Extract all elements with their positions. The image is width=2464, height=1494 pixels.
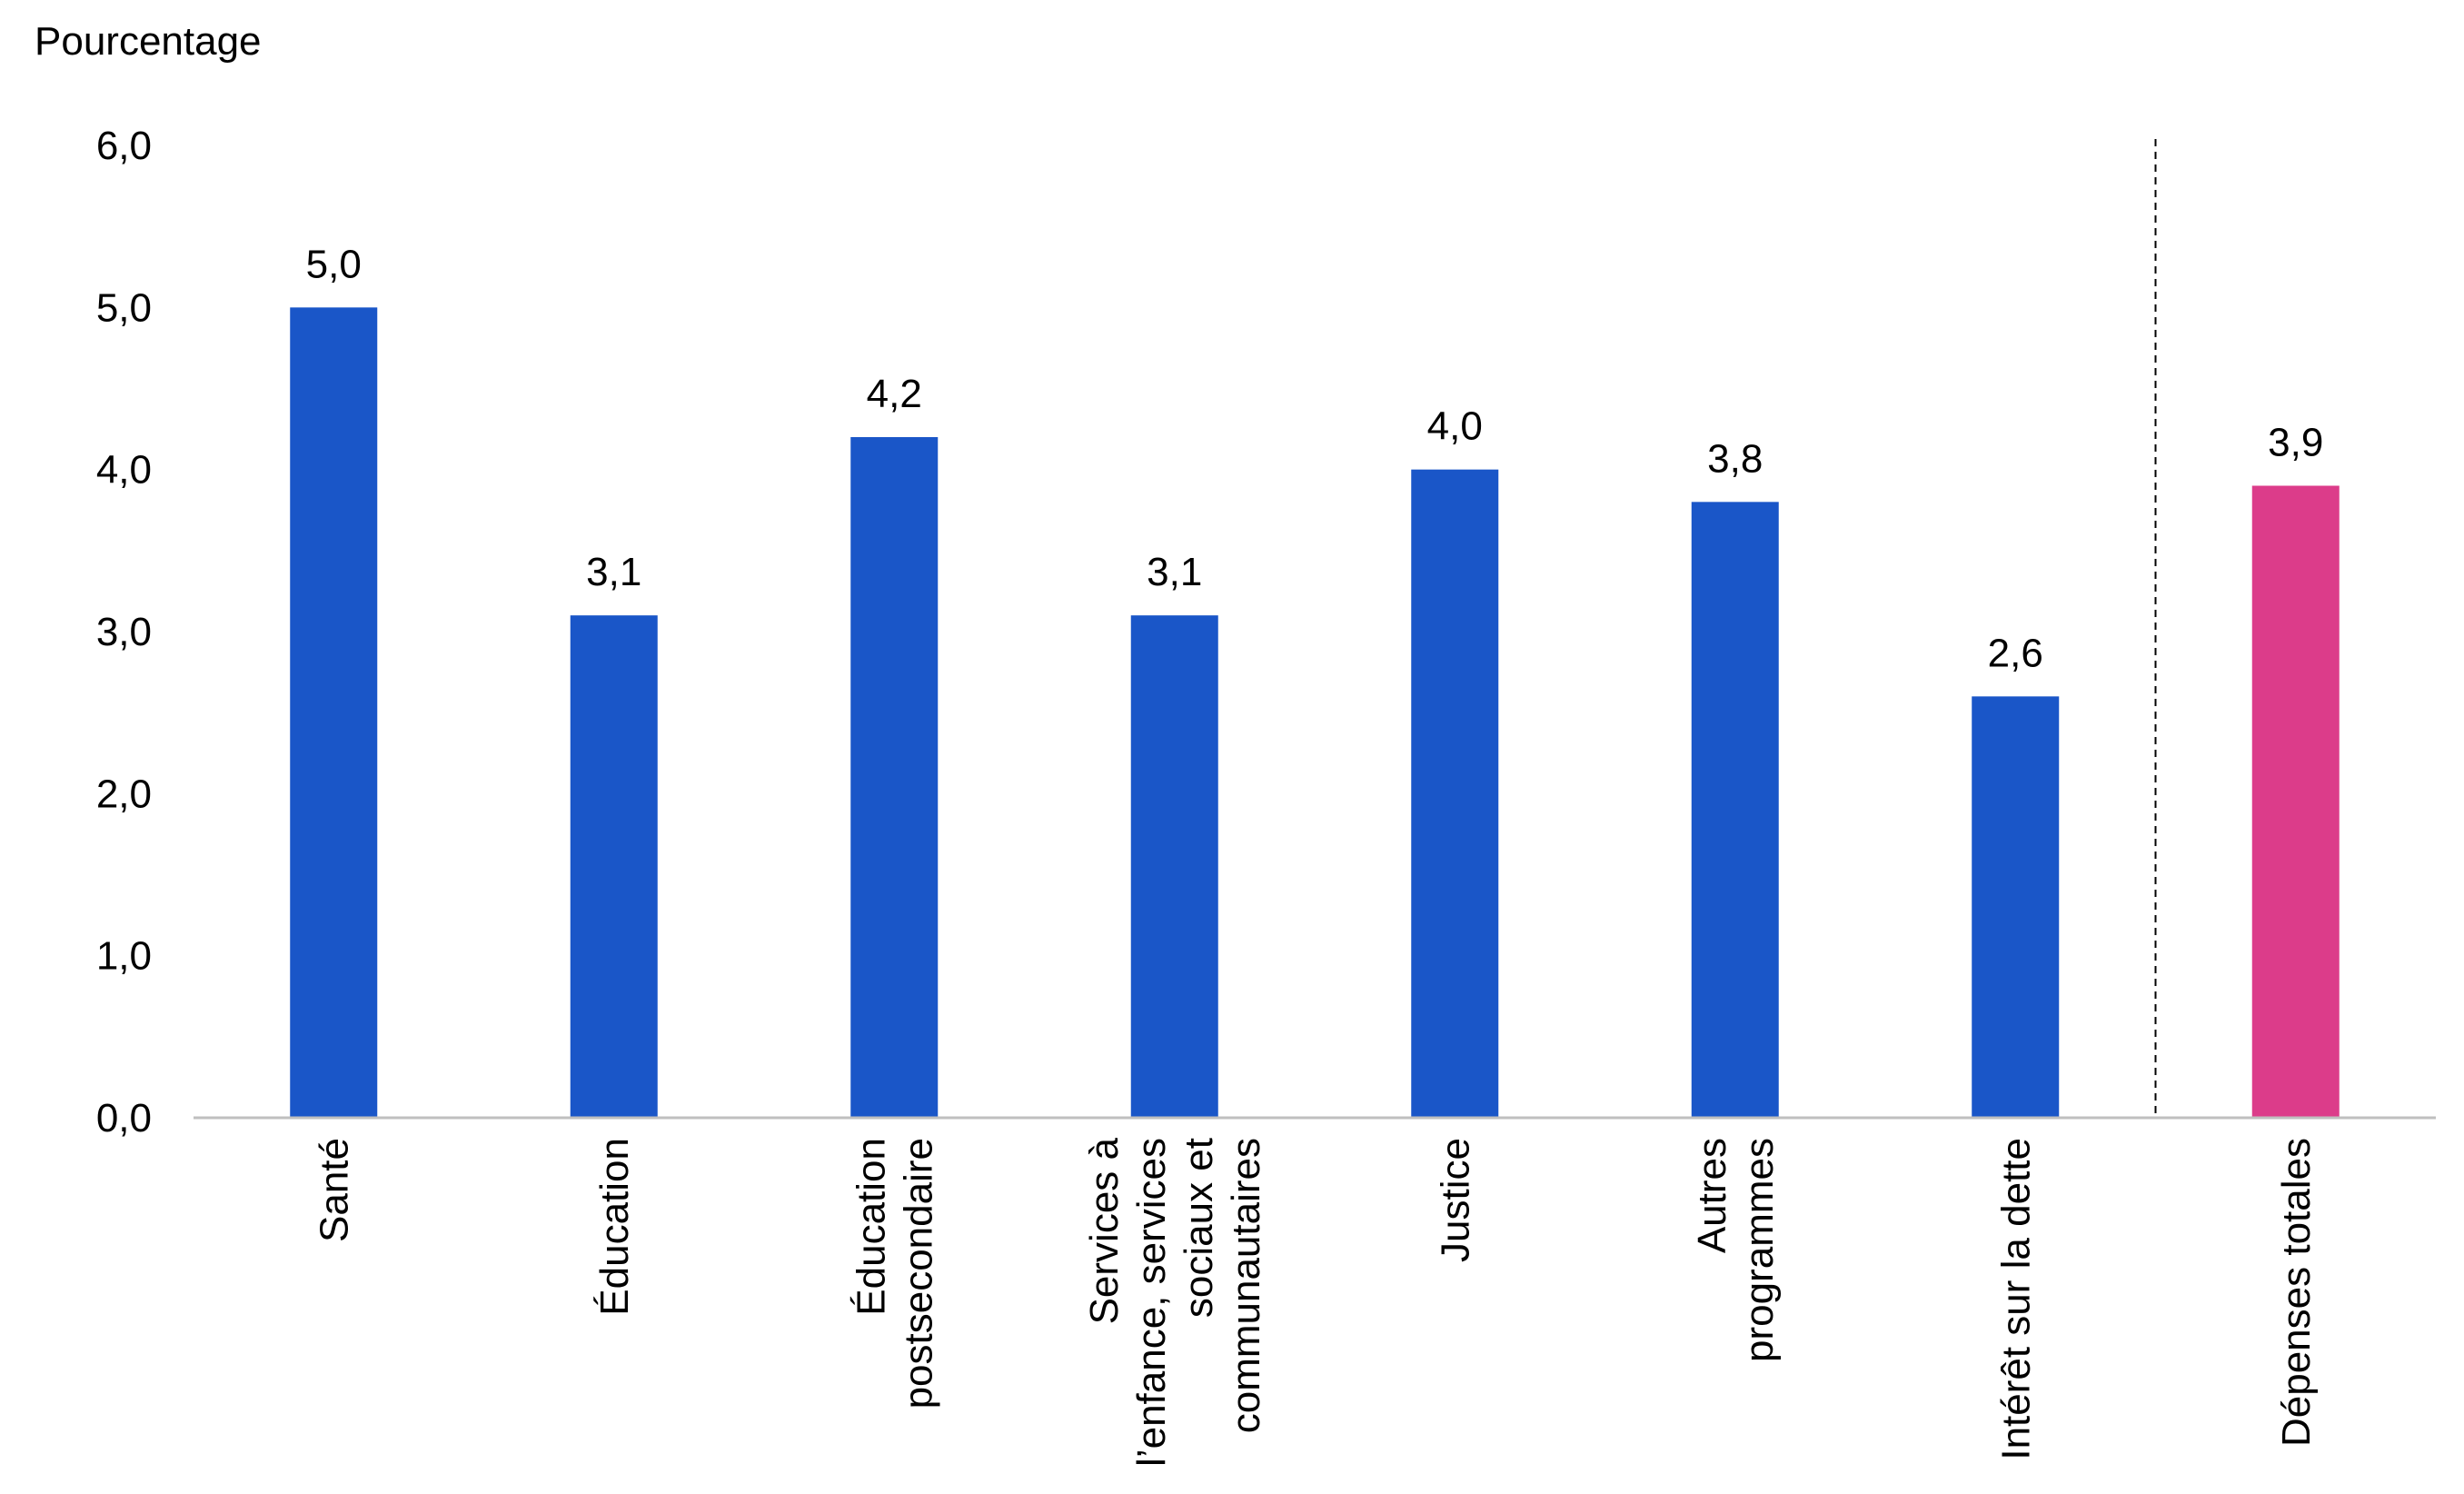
y-tick-label: 3,0 bbox=[96, 610, 152, 654]
bar bbox=[2251, 485, 2340, 1118]
bar bbox=[1691, 502, 1779, 1118]
x-category-label: Santé bbox=[312, 1138, 356, 1242]
x-category-label: Autres bbox=[1690, 1138, 1734, 1253]
x-category-label: sociaux et bbox=[1177, 1138, 1221, 1318]
bar-value-label: 3,1 bbox=[586, 550, 641, 594]
y-tick-label: 1,0 bbox=[96, 934, 152, 979]
x-category-label: postsecondaire bbox=[896, 1138, 940, 1409]
bar bbox=[1972, 696, 2060, 1118]
bar bbox=[1130, 615, 1218, 1118]
x-category-label: Dépenses totales bbox=[2274, 1138, 2319, 1447]
x-category-label: programmes bbox=[1737, 1138, 1782, 1362]
bar-value-label: 4,0 bbox=[1427, 404, 1483, 449]
x-category-label: Éducation bbox=[849, 1138, 893, 1316]
bar bbox=[850, 437, 939, 1118]
y-tick-label: 0,0 bbox=[96, 1096, 152, 1140]
x-category-label: communautaires bbox=[1224, 1138, 1268, 1433]
bar bbox=[1411, 469, 1499, 1118]
bar-value-label: 3,1 bbox=[1147, 550, 1202, 594]
bar-value-label: 3,8 bbox=[1707, 436, 1763, 481]
y-axis-title: Pourcentage bbox=[35, 19, 262, 64]
x-category-label: Intérêt sur la dette bbox=[1993, 1138, 2038, 1460]
data-labels-group: 5,0 3,1 4,2 3,1 4,0 3,8 2,6 3,9 bbox=[306, 242, 2324, 675]
x-category-label: Éducation bbox=[592, 1138, 637, 1316]
x-category-label: Services à bbox=[1082, 1137, 1127, 1324]
bar-value-label: 2,6 bbox=[1988, 631, 2043, 675]
bar bbox=[570, 615, 658, 1118]
bars-group bbox=[290, 307, 2340, 1118]
x-category-label: l’enfance, services bbox=[1129, 1138, 1174, 1467]
bar-value-label: 5,0 bbox=[306, 242, 362, 286]
bar bbox=[290, 307, 378, 1118]
category-labels-group: Santé Éducation Éducation postsecondaire Ser… bbox=[312, 1137, 2319, 1466]
y-tick-label: 4,0 bbox=[96, 448, 152, 493]
bar-value-label: 4,2 bbox=[867, 372, 922, 416]
y-tick-label: 6,0 bbox=[96, 124, 152, 168]
x-category-label: Justice bbox=[1433, 1138, 1477, 1262]
y-axis-ticks: 0,0 1,0 2,0 3,0 4,0 5,0 6,0 bbox=[96, 124, 152, 1140]
y-tick-label: 2,0 bbox=[96, 772, 152, 816]
y-tick-label: 5,0 bbox=[96, 285, 152, 330]
bar-value-label: 3,9 bbox=[2268, 421, 2323, 465]
